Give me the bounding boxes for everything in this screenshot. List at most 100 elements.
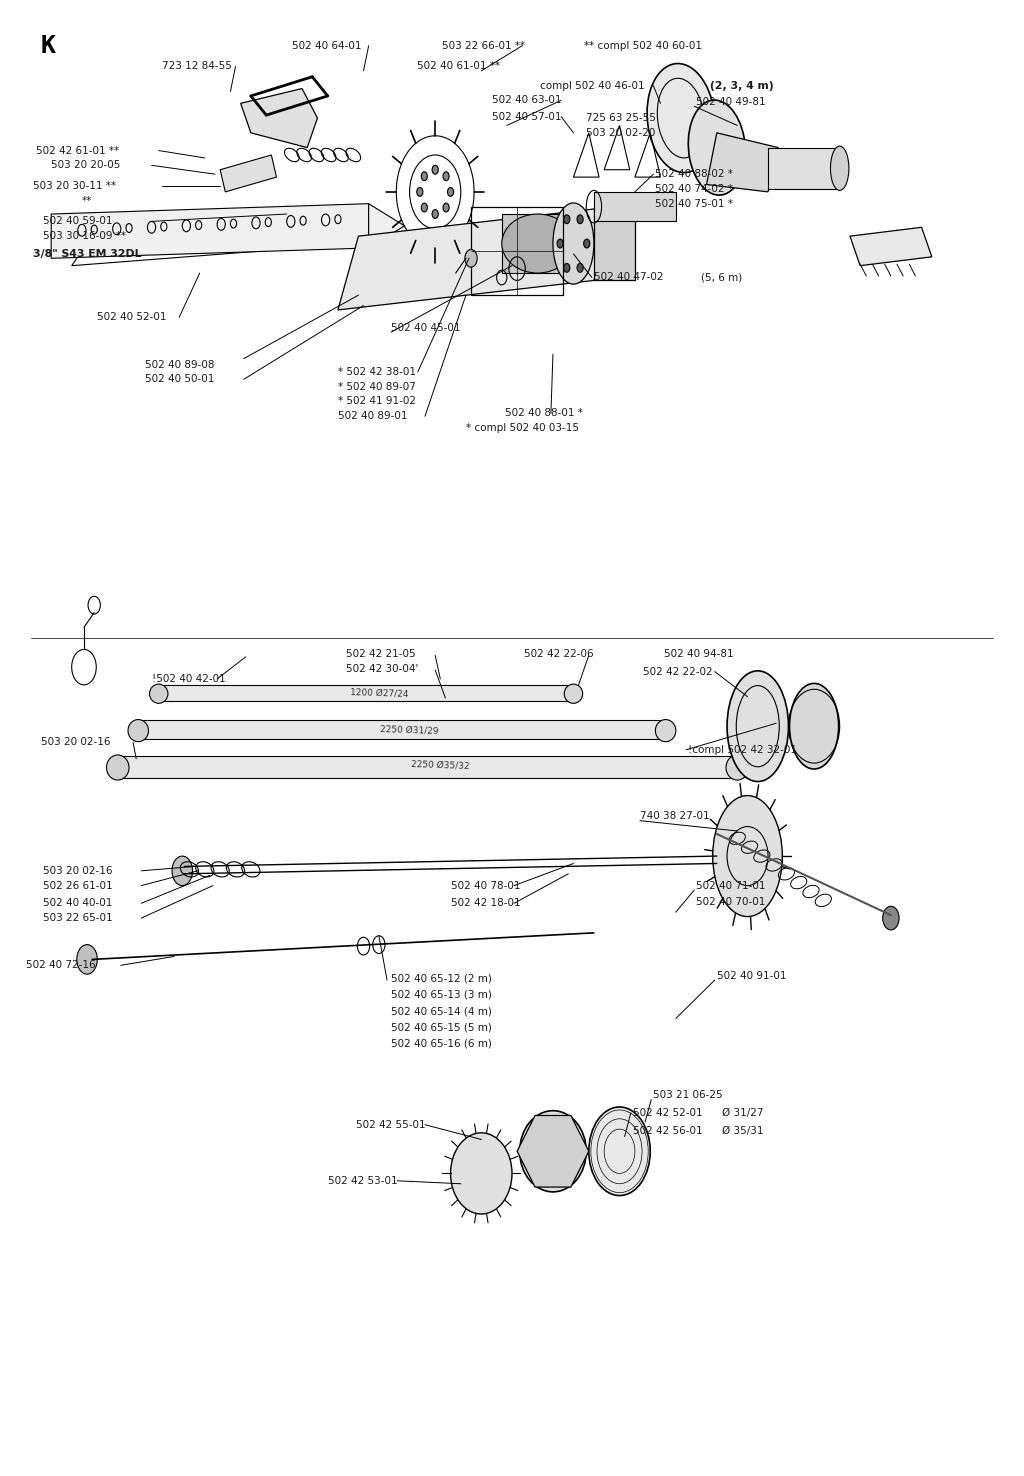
Circle shape	[77, 945, 97, 974]
Polygon shape	[118, 756, 737, 778]
Text: 503 20 30-11 **: 503 20 30-11 **	[33, 182, 116, 190]
Text: * 502 41 91-02: * 502 41 91-02	[338, 397, 416, 406]
Ellipse shape	[553, 204, 594, 285]
Text: 725 63 25-55: 725 63 25-55	[586, 114, 655, 123]
Text: 502 42 56-01: 502 42 56-01	[633, 1126, 702, 1135]
Ellipse shape	[727, 670, 788, 782]
Ellipse shape	[830, 146, 849, 190]
Circle shape	[447, 187, 454, 196]
Text: 502 40 91-01: 502 40 91-01	[717, 971, 786, 980]
Ellipse shape	[150, 685, 168, 704]
Circle shape	[564, 263, 570, 272]
Text: 502 40 89-08: 502 40 89-08	[145, 360, 215, 369]
Text: 502 42 61-01 **: 502 42 61-01 **	[36, 146, 119, 155]
Text: 502 40 88-01 *: 502 40 88-01 *	[505, 409, 583, 418]
Text: compl 502 40 46-01: compl 502 40 46-01	[540, 81, 644, 90]
Text: 502 40 45-01: 502 40 45-01	[391, 323, 461, 332]
Text: 502 40 72-16: 502 40 72-16	[26, 961, 95, 970]
Circle shape	[417, 187, 423, 196]
Circle shape	[584, 239, 590, 248]
Text: 502 42 55-01: 502 42 55-01	[356, 1120, 426, 1129]
Text: 502 40 65-14 (4 m): 502 40 65-14 (4 m)	[391, 1007, 493, 1015]
Circle shape	[883, 906, 899, 930]
Text: (5, 6 m): (5, 6 m)	[701, 273, 742, 282]
Circle shape	[443, 171, 450, 180]
Text: 503 30 16-09 **: 503 30 16-09 **	[43, 232, 126, 241]
Circle shape	[578, 263, 584, 272]
Polygon shape	[159, 685, 573, 701]
Circle shape	[432, 165, 438, 174]
Text: 502 40 89-01: 502 40 89-01	[338, 412, 408, 421]
Polygon shape	[768, 148, 840, 189]
Text: !compl 502 42 32-01: !compl 502 42 32-01	[688, 745, 797, 754]
Text: 502 40 65-13 (3 m): 502 40 65-13 (3 m)	[391, 990, 493, 999]
Polygon shape	[51, 204, 369, 258]
Text: 502 42 18-01: 502 42 18-01	[451, 899, 520, 908]
Ellipse shape	[106, 756, 129, 781]
Text: 723 12 84-55: 723 12 84-55	[162, 62, 231, 71]
Ellipse shape	[647, 63, 715, 173]
Text: 502 40 57-01: 502 40 57-01	[492, 112, 561, 121]
Text: 503 20 02-16: 503 20 02-16	[43, 866, 113, 875]
Circle shape	[421, 204, 427, 213]
Polygon shape	[594, 192, 676, 221]
Text: Ø 35/31: Ø 35/31	[722, 1126, 764, 1135]
Circle shape	[465, 249, 477, 267]
Text: 502 40 70-01: 502 40 70-01	[696, 897, 766, 906]
Text: K: K	[41, 34, 56, 58]
Text: 503 20 20-05: 503 20 20-05	[51, 161, 121, 170]
Text: 740 38 27-01: 740 38 27-01	[640, 812, 710, 821]
Circle shape	[578, 215, 584, 224]
Circle shape	[557, 239, 563, 248]
Text: 2250 Ø35/32: 2250 Ø35/32	[411, 760, 470, 770]
Circle shape	[432, 210, 438, 218]
Text: **: **	[82, 196, 92, 205]
Text: 502 42 22-06: 502 42 22-06	[524, 649, 594, 658]
Text: 502 40 65-15 (5 m): 502 40 65-15 (5 m)	[391, 1023, 493, 1032]
Text: 502 40 65-16 (6 m): 502 40 65-16 (6 m)	[391, 1039, 493, 1048]
Ellipse shape	[128, 720, 148, 742]
Text: 503 22 66-01 **: 503 22 66-01 **	[442, 41, 525, 50]
Circle shape	[443, 204, 450, 213]
Ellipse shape	[713, 796, 782, 917]
Text: 502 40 47-02: 502 40 47-02	[594, 273, 664, 282]
Text: 502 42 30-04': 502 42 30-04'	[346, 664, 419, 673]
Text: 502 40 59-01: 502 40 59-01	[43, 217, 113, 226]
Text: 502 40 74-02 *: 502 40 74-02 *	[655, 184, 733, 193]
Text: 502 26 61-01: 502 26 61-01	[43, 881, 113, 890]
Ellipse shape	[589, 1107, 650, 1196]
Text: ** compl 502 40 60-01: ** compl 502 40 60-01	[584, 41, 701, 50]
Text: (2, 3, 4 m): (2, 3, 4 m)	[710, 81, 773, 90]
Ellipse shape	[726, 756, 749, 781]
Text: 502 40 94-81: 502 40 94-81	[664, 649, 733, 658]
Text: * 502 42 38-01: * 502 42 38-01	[338, 368, 416, 376]
Text: 502 40 64-01: 502 40 64-01	[292, 41, 361, 50]
Ellipse shape	[502, 214, 573, 273]
Text: 502 40 40-01: 502 40 40-01	[43, 899, 113, 908]
Polygon shape	[850, 227, 932, 266]
Ellipse shape	[451, 1134, 512, 1213]
Polygon shape	[369, 204, 404, 248]
Text: 502 42 21-05: 502 42 21-05	[346, 649, 416, 658]
Text: !502 40 42-01: !502 40 42-01	[152, 675, 225, 683]
Text: 502 40 71-01: 502 40 71-01	[696, 881, 766, 890]
Text: 502 42 52-01: 502 42 52-01	[633, 1108, 702, 1117]
Text: 2250 Ø31/29: 2250 Ø31/29	[380, 725, 439, 735]
Text: 1200 Ø27/24: 1200 Ø27/24	[349, 688, 409, 698]
Polygon shape	[594, 207, 635, 280]
Polygon shape	[241, 89, 317, 148]
Circle shape	[421, 171, 427, 180]
Polygon shape	[220, 155, 276, 192]
Polygon shape	[138, 720, 666, 739]
Text: Ø 31/27: Ø 31/27	[722, 1108, 764, 1117]
Text: * compl 502 40 03-15: * compl 502 40 03-15	[466, 424, 579, 432]
Text: 502 42 22-02: 502 42 22-02	[643, 667, 713, 676]
Text: 502 40 65-12 (2 m): 502 40 65-12 (2 m)	[391, 974, 493, 983]
Text: 3/8" S43 EM 32DL: 3/8" S43 EM 32DL	[33, 249, 141, 258]
Polygon shape	[707, 133, 778, 192]
Text: 503 21 06-25: 503 21 06-25	[653, 1091, 723, 1100]
Ellipse shape	[790, 683, 839, 769]
Text: 502 40 78-01: 502 40 78-01	[451, 881, 520, 890]
Text: 502 40 63-01: 502 40 63-01	[492, 96, 561, 105]
Text: 503 20 02-20: 503 20 02-20	[586, 128, 655, 137]
